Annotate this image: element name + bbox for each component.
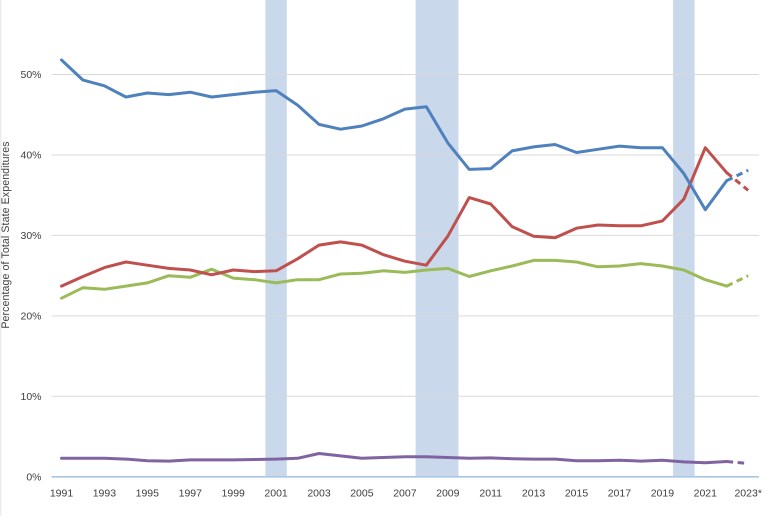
svg-text:1997: 1997 [179, 488, 203, 500]
svg-text:2007: 2007 [393, 488, 417, 500]
svg-text:2023*: 2023* [734, 488, 761, 500]
svg-text:2009: 2009 [436, 488, 460, 500]
svg-text:10%: 10% [20, 391, 41, 403]
svg-text:2005: 2005 [350, 488, 374, 500]
svg-text:2003: 2003 [307, 488, 331, 500]
svg-text:2011: 2011 [479, 488, 502, 500]
svg-text:2017: 2017 [608, 488, 632, 500]
svg-text:2013: 2013 [522, 488, 546, 500]
svg-text:40%: 40% [20, 150, 41, 162]
svg-text:1993: 1993 [93, 488, 117, 500]
svg-text:50%: 50% [20, 69, 41, 81]
svg-text:1991: 1991 [50, 488, 74, 500]
svg-text:1999: 1999 [222, 488, 246, 500]
svg-text:20%: 20% [20, 311, 41, 323]
svg-text:1995: 1995 [136, 488, 160, 500]
svg-text:30%: 30% [20, 230, 41, 242]
svg-text:2001: 2001 [264, 488, 288, 500]
svg-text:0%: 0% [26, 471, 41, 483]
svg-text:2021: 2021 [694, 488, 718, 500]
svg-text:2019: 2019 [651, 488, 675, 500]
svg-text:Percentage of Total State Expe: Percentage of Total State Expenditures [0, 141, 12, 328]
svg-text:2015: 2015 [565, 488, 589, 500]
